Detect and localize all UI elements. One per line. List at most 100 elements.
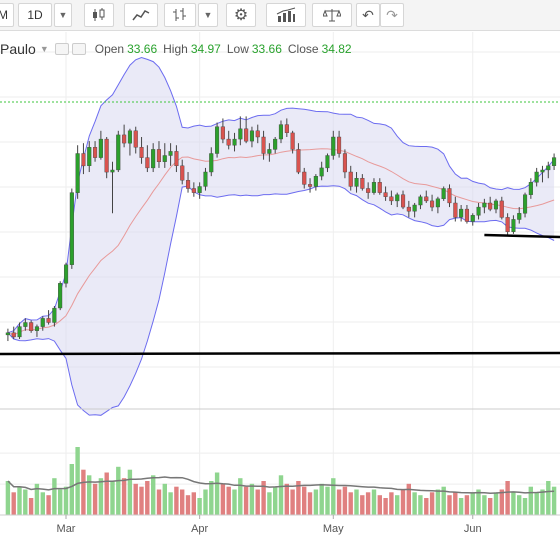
candle-body	[523, 194, 528, 214]
interval-dropdown-button[interactable]: ▼	[54, 3, 72, 27]
candle-body	[92, 147, 98, 158]
volume-bar	[104, 472, 109, 515]
volume-bar	[383, 498, 388, 515]
volume-bar	[453, 492, 458, 515]
bars-type-button[interactable]	[164, 3, 196, 27]
candle-body	[354, 177, 359, 187]
volume-bar	[278, 475, 284, 515]
candle-body	[238, 128, 243, 140]
candle-body	[197, 186, 202, 193]
volume-bar	[168, 492, 173, 515]
volume-bar	[389, 492, 394, 515]
volume-bar	[40, 492, 45, 515]
bars-icon	[173, 8, 186, 21]
volume-bar	[11, 492, 16, 515]
volume-bar	[58, 489, 63, 515]
interval-m-button[interactable]: M	[0, 3, 14, 27]
volume-bar	[52, 478, 57, 515]
candle-body	[40, 318, 45, 327]
volume-bar	[63, 486, 69, 515]
compare-button[interactable]	[312, 3, 352, 27]
candle-body	[459, 208, 464, 218]
volume-bar	[127, 469, 133, 515]
candle-body	[180, 165, 185, 181]
volume-bar	[435, 489, 441, 515]
candle-body	[383, 192, 388, 197]
candle-body	[493, 200, 499, 210]
volume-bar	[482, 495, 487, 515]
candle-body	[313, 175, 318, 187]
candle-body	[151, 149, 156, 169]
chart-type-dropdown-button[interactable]: ▼	[198, 3, 218, 27]
interval-1d-button[interactable]: 1D	[18, 3, 52, 27]
candle-body	[34, 326, 39, 331]
eye-icon[interactable]	[54, 43, 69, 55]
high-label: High	[163, 42, 188, 56]
candle-body	[23, 322, 28, 327]
volume-bar	[377, 495, 382, 515]
indicators-button[interactable]	[266, 3, 306, 27]
candle-body	[348, 171, 353, 187]
volume-bar	[406, 483, 411, 515]
symbol-name[interactable]: Paulo	[0, 41, 36, 57]
bollinger-middle-line	[7, 148, 555, 336]
candle-body	[249, 130, 255, 142]
volume-bar	[528, 486, 533, 515]
volume-bar	[174, 486, 179, 515]
area-type-button[interactable]	[124, 3, 158, 27]
open-label: Open	[94, 42, 125, 56]
close-icon[interactable]	[71, 43, 86, 55]
candle-body	[98, 138, 103, 158]
candle-body	[255, 130, 260, 138]
resistance-trend-line	[484, 233, 560, 239]
volume-bar	[371, 489, 377, 515]
x-tick-label: Apr	[191, 523, 208, 535]
candle-body	[319, 167, 324, 177]
volume-bar	[92, 483, 98, 515]
candle-body	[418, 196, 423, 206]
volume-bar	[162, 483, 167, 515]
chevron-down-icon: ▼	[203, 10, 213, 20]
volume-bar	[156, 489, 162, 515]
candle-body	[156, 149, 162, 163]
bollinger-band-area	[7, 57, 555, 416]
candle-body	[534, 171, 539, 183]
chart-legend: Paulo ▼ Open 33.66 High 34.97 Low 33.66 …	[0, 38, 352, 60]
volume-bar	[395, 495, 400, 515]
undo-button[interactable]: ↶	[356, 3, 380, 27]
volume-bar	[69, 464, 74, 515]
volume-bar	[493, 492, 499, 515]
redo-icon: ↷	[386, 6, 398, 23]
candle-body	[464, 208, 470, 222]
settings-button[interactable]: ⚙	[226, 3, 256, 27]
candles-type-button[interactable]	[84, 3, 114, 27]
candle-body	[29, 322, 34, 331]
volume-bar	[203, 489, 208, 515]
undo-icon: ↶	[362, 6, 374, 23]
candle-body	[145, 157, 150, 169]
volume-bar	[319, 483, 324, 515]
candle-body	[371, 182, 377, 193]
candle-body	[273, 138, 278, 150]
volume-bar	[209, 481, 214, 515]
volume-bar	[139, 486, 144, 515]
candle-body	[267, 149, 272, 154]
candle-body	[75, 153, 80, 193]
chart-toolbar: M 1D ▼ ▼ ⚙ ↶ ↷	[0, 0, 560, 31]
volume-bar	[98, 478, 104, 515]
volume-bar	[145, 481, 150, 515]
price-chart[interactable]: MarAprMayJunJul	[0, 32, 560, 540]
candle-body	[17, 326, 22, 338]
candle-body	[133, 130, 138, 148]
volume-bar	[267, 492, 272, 515]
chevron-down-icon: ▼	[58, 10, 68, 20]
open-value: 33.66	[127, 42, 158, 56]
low-label: Low	[226, 42, 249, 56]
volume-bar	[243, 486, 249, 515]
volume-bar	[342, 486, 348, 515]
volume-bar	[232, 489, 237, 515]
candle-body	[185, 180, 191, 189]
volume-bar	[214, 472, 220, 515]
redo-button[interactable]: ↷	[380, 3, 404, 27]
volume-bar	[360, 495, 365, 515]
